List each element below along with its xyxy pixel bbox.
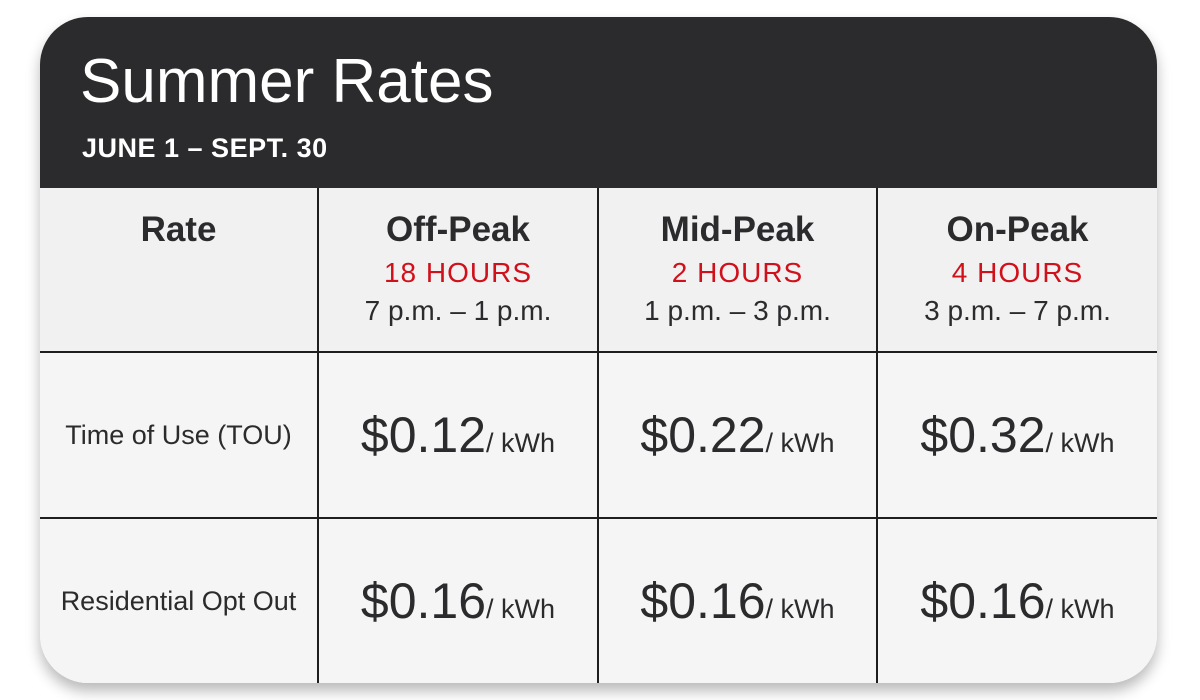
- table-cell: $0.32/ kWh: [878, 353, 1157, 517]
- price-unit: / kWh: [1045, 428, 1115, 458]
- row-label: Time of Use (TOU): [65, 420, 292, 450]
- price-unit: / kWh: [486, 428, 556, 458]
- column-hours: 2 HOURS: [671, 257, 804, 288]
- row-divider: [40, 517, 1157, 519]
- column-header-mid-peak: Mid-Peak 2 HOURS 1 p.m. – 3 p.m.: [599, 188, 876, 351]
- corner-label: Rate: [140, 210, 217, 249]
- row-label-tou: Time of Use (TOU): [40, 353, 317, 517]
- summer-rates-card: Summer Rates JUNE 1 – SEPT. 30 Rate Off-…: [40, 17, 1157, 683]
- price-amount: $0.16: [640, 573, 766, 629]
- table-cell: $0.16/ kWh: [319, 519, 597, 683]
- table-cell: $0.16/ kWh: [878, 519, 1157, 683]
- page-title: Summer Rates: [80, 47, 494, 116]
- column-header-off-peak: Off-Peak 18 HOURS 7 p.m. – 1 p.m.: [319, 188, 597, 351]
- header-banner: Summer Rates JUNE 1 – SEPT. 30: [40, 17, 1157, 188]
- column-hours: 18 HOURS: [383, 257, 533, 288]
- table-header-rate: Rate: [40, 188, 317, 351]
- price-value: $0.16/ kWh: [920, 573, 1114, 629]
- price-amount: $0.32: [920, 407, 1046, 463]
- column-header-on-peak: On-Peak 4 HOURS 3 p.m. – 7 p.m.: [878, 188, 1157, 351]
- price-amount: $0.16: [360, 573, 487, 629]
- column-time-range: 3 p.m. – 7 p.m.: [924, 295, 1111, 326]
- table-cell: $0.16/ kWh: [599, 519, 876, 683]
- price-value: $0.32/ kWh: [920, 407, 1114, 463]
- column-title: Mid-Peak: [660, 210, 815, 249]
- price-value: $0.16/ kWh: [640, 573, 834, 629]
- price-unit: / kWh: [765, 594, 835, 624]
- price-unit: / kWh: [1045, 594, 1115, 624]
- price-unit: / kWh: [486, 594, 556, 624]
- row-label-opt-out: Residential Opt Out: [40, 519, 317, 683]
- row-divider: [40, 351, 1157, 353]
- price-amount: $0.16: [920, 573, 1046, 629]
- column-divider: [597, 188, 599, 683]
- column-title: On-Peak: [946, 210, 1089, 249]
- row-label: Residential Opt Out: [60, 586, 297, 616]
- column-hours: 4 HOURS: [951, 257, 1084, 288]
- price-value: $0.16/ kWh: [361, 573, 555, 629]
- table-cell: $0.22/ kWh: [599, 353, 876, 517]
- price-value: $0.22/ kWh: [640, 407, 834, 463]
- price-amount: $0.22: [640, 407, 766, 463]
- date-range-subtitle: JUNE 1 – SEPT. 30: [82, 133, 328, 163]
- rates-table: Rate Off-Peak 18 HOURS 7 p.m. – 1 p.m. M…: [40, 188, 1157, 683]
- column-title: Off-Peak: [386, 210, 530, 249]
- price-unit: / kWh: [765, 428, 835, 458]
- column-divider: [876, 188, 878, 683]
- column-divider: [317, 188, 319, 683]
- column-time-range: 1 p.m. – 3 p.m.: [644, 295, 831, 326]
- price-amount: $0.12: [360, 407, 487, 463]
- column-time-range: 7 p.m. – 1 p.m.: [364, 295, 552, 326]
- table-cell: $0.12/ kWh: [319, 353, 597, 517]
- price-value: $0.12/ kWh: [361, 407, 555, 463]
